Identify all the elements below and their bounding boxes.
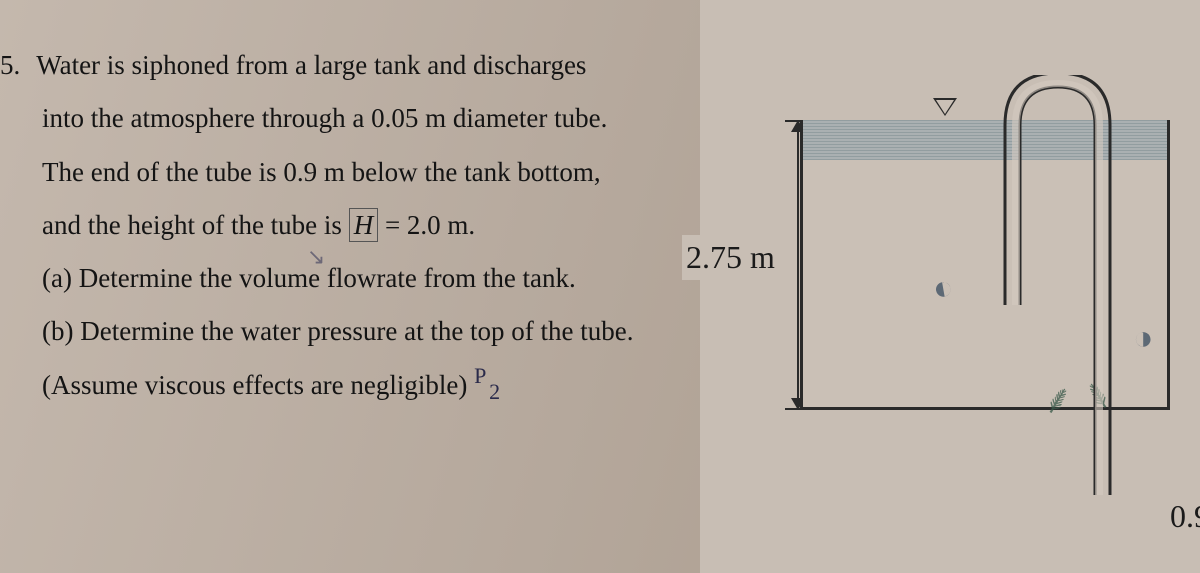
problem-number: 5. — [0, 40, 30, 91]
part-b-text: (b) Determine the water pressure at the … — [0, 306, 680, 357]
assumption-line: (Assume viscous effects are negligible) … — [0, 360, 680, 411]
handwritten-P: P — [474, 355, 486, 397]
problem-line-1: 5. Water is siphoned from a large tank a… — [0, 40, 680, 91]
problem-text-3: The end of the tube is 0.9 m below the t… — [0, 147, 680, 198]
problem-text-1: Water is siphoned from a large tank and … — [36, 50, 586, 80]
diagram-column: 2.75 m ◐ ◑ ⸙ ⸙ 0.9 — [700, 0, 1200, 573]
siphon-inner-wall — [1020, 87, 1095, 495]
variable-H: H — [349, 208, 379, 242]
fish-decoration-icon: ◐ — [930, 269, 957, 310]
problem-line-4: and the height of the tube is H = 2.0 m.… — [0, 200, 680, 251]
page-container: 5. Water is siphoned from a large tank a… — [0, 0, 1200, 573]
tank-height-label: 2.75 m — [682, 235, 779, 280]
handwritten-arrow-icon: ↘ — [307, 244, 325, 269]
handwritten-2: 2 — [489, 371, 500, 413]
diagram-area: 2.75 m ◐ ◑ ⸙ ⸙ 0.9 — [720, 60, 1200, 573]
siphon-fill — [1012, 80, 1103, 495]
problem-text-4-pre: and the height of the tube is — [42, 210, 349, 240]
siphon-tube-svg — [995, 75, 1195, 515]
part-a-text: (a) Determine the volume flowrate from t… — [0, 253, 680, 304]
free-surface-triangle-icon — [933, 98, 957, 116]
lower-drop-label: 0.9 — [1170, 498, 1200, 535]
problem-text-4-post: = 2.0 m. — [378, 210, 475, 240]
siphon-tube — [995, 75, 1195, 505]
tank-height-dimension-line — [797, 120, 799, 410]
assumption-text: (Assume viscous effects are negligible) — [42, 370, 467, 400]
problem-text-column: 5. Water is siphoned from a large tank a… — [0, 0, 700, 573]
problem-text-2: into the atmosphere through a 0.05 m dia… — [0, 93, 680, 144]
